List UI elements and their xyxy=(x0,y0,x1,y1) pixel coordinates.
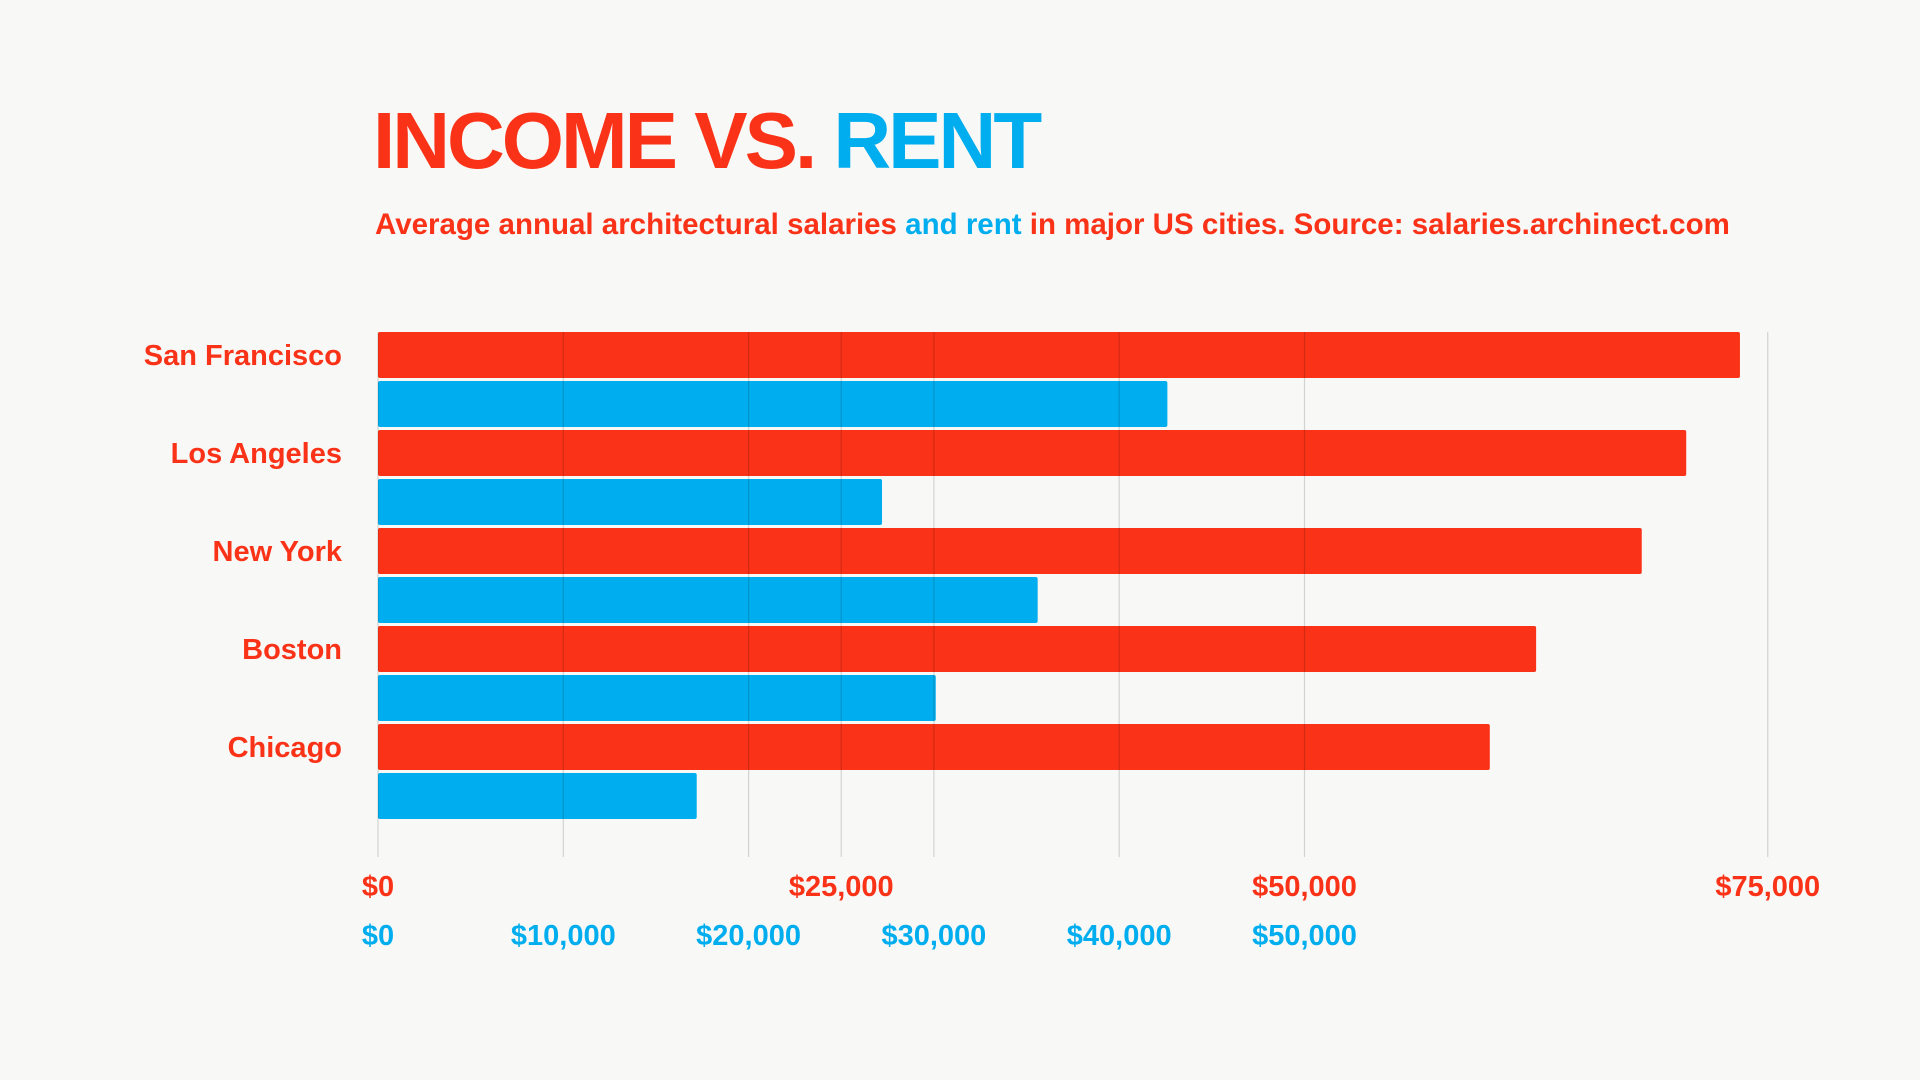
category-label: Chicago xyxy=(228,732,342,764)
income-tick-label: $25,000 xyxy=(789,871,894,903)
title-income: INCOME VS. xyxy=(373,96,834,185)
rent-tick-label: $20,000 xyxy=(696,920,801,952)
rent-tick-label: $10,000 xyxy=(511,920,616,952)
subtitle-part-1: Average annual architectural salaries xyxy=(375,208,906,241)
income-bar xyxy=(378,332,1740,378)
rent-tick-label: $0 xyxy=(362,920,394,952)
category-label: San Francisco xyxy=(144,340,342,372)
income-tick-label: $50,000 xyxy=(1252,871,1357,903)
rent-tick-label: $50,000 xyxy=(1252,920,1357,952)
rent-bar xyxy=(378,479,883,525)
category-label: Los Angeles xyxy=(171,438,342,470)
rent-bar xyxy=(378,381,1168,427)
subtitle-part-3: in major US cities. Source: salaries.arc… xyxy=(1021,208,1730,241)
rent-tick-label: $40,000 xyxy=(1067,920,1172,952)
rent-tick-label: $30,000 xyxy=(881,920,986,952)
income-tick-label: $75,000 xyxy=(1715,871,1820,903)
income-bar xyxy=(378,528,1642,574)
income-bar xyxy=(378,724,1490,770)
income-tick-label: $0 xyxy=(362,871,394,903)
rent-bar xyxy=(378,675,936,721)
subtitle-part-2: and rent xyxy=(905,208,1022,241)
income-bar xyxy=(378,626,1537,672)
title-rent: RENT xyxy=(833,96,1042,185)
chart-subtitle: Average annual architectural salaries an… xyxy=(375,208,1730,242)
category-label: Boston xyxy=(242,634,342,666)
category-label: New York xyxy=(213,536,343,568)
rent-bar xyxy=(378,773,697,819)
rent-bar xyxy=(378,577,1038,623)
income-bar xyxy=(378,430,1687,476)
chart-title: INCOME VS. RENT xyxy=(373,96,1042,186)
